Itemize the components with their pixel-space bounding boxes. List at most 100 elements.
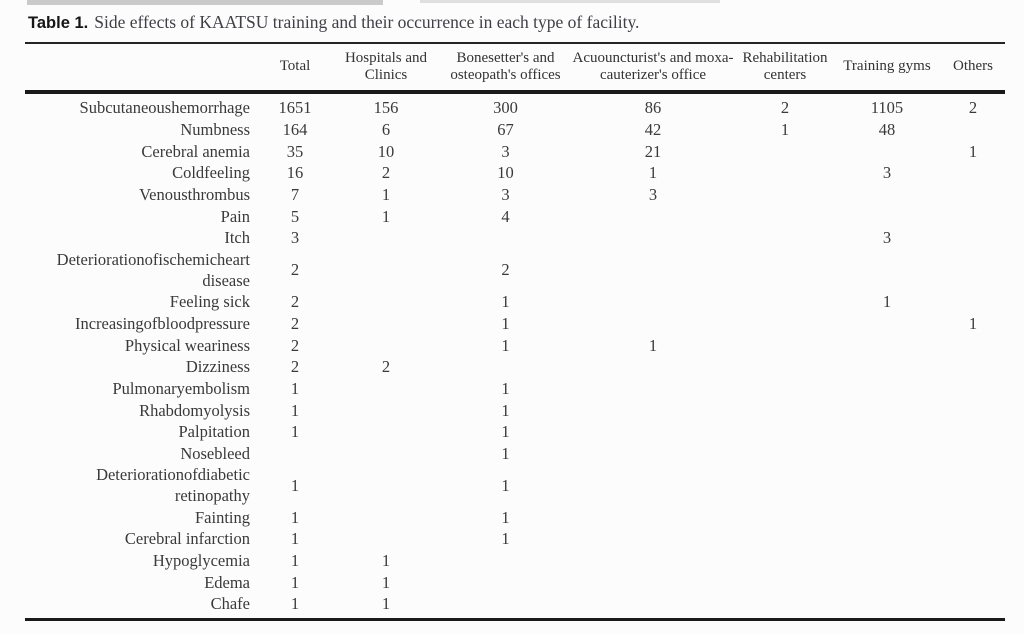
value-cell: [737, 227, 833, 249]
value-cell: [569, 399, 737, 421]
table-row: Fainting 1 1: [25, 506, 1005, 528]
value-cell: 1105: [870, 98, 904, 118]
value-cell: [941, 119, 1005, 141]
table-row: Rhabdomyolysis 1 1: [25, 399, 1005, 421]
value-cell: [941, 399, 1005, 421]
table-caption-text: Side effects of KAATSU training and thei…: [94, 12, 640, 32]
value-cell: 21: [644, 141, 662, 161]
table-row: Itch 3 3: [25, 227, 1005, 249]
value-cell: [737, 399, 833, 421]
value-cell: 2: [501, 260, 510, 280]
value-cell: [737, 356, 833, 378]
table-row: Deteriorationofischemicheart disease 2 2: [25, 249, 1005, 291]
row-label: Cerebral infarction: [124, 529, 250, 549]
value-cell: [442, 227, 569, 249]
value-cell: [941, 464, 1005, 506]
value-cell: 35: [286, 141, 304, 161]
row-label: Edema: [204, 572, 250, 592]
value-cell: 1: [648, 163, 658, 183]
value-cell: 2: [381, 163, 391, 183]
value-cell: 2: [780, 98, 790, 118]
value-cell: 1: [501, 378, 510, 398]
table-row: Nosebleed 1: [25, 443, 1005, 465]
value-cell: [737, 464, 833, 506]
value-cell: [941, 593, 1005, 621]
value-cell: 1: [381, 572, 391, 592]
value-cell: [330, 249, 442, 291]
value-cell: 1: [381, 185, 391, 205]
value-cell: [833, 464, 941, 506]
value-cell: [569, 313, 737, 335]
value-cell: [833, 184, 941, 206]
value-cell: [569, 593, 737, 621]
header-cell-empty: [25, 42, 260, 94]
value-cell: 1: [882, 292, 892, 312]
value-cell: 86: [644, 98, 662, 118]
header-cell-training-gyms: Training gyms: [833, 42, 941, 94]
value-cell: 3: [501, 141, 510, 161]
table-row: Increasingofbloodpressure 2 1 1: [25, 313, 1005, 335]
value-cell: 1: [501, 529, 510, 549]
value-cell: 1: [648, 335, 658, 355]
value-cell: [941, 378, 1005, 400]
table-row: Cerebral anemia 35 10 3 21 1: [25, 140, 1005, 162]
value-cell: [330, 313, 442, 335]
header-cell-total: Total: [260, 42, 330, 94]
value-cell: [833, 249, 941, 291]
value-cell: [737, 378, 833, 400]
header-cell-others: Others: [941, 42, 1005, 94]
value-cell: [330, 506, 442, 528]
row-label: Palpitation: [178, 422, 251, 442]
value-cell: 1: [260, 593, 330, 621]
value-cell: 3: [290, 228, 300, 248]
value-cell: [737, 313, 833, 335]
table-row: Dizziness 2 2: [25, 356, 1005, 378]
value-cell: [569, 378, 737, 400]
value-cell: 1: [780, 120, 790, 140]
value-cell: [330, 399, 442, 421]
side-effects-table: Total Hospitals and Clinics Bonesetter's…: [25, 42, 1005, 621]
value-cell: [737, 249, 833, 291]
value-cell: [941, 571, 1005, 593]
table-row: Coldfeeling 16 2 10 1 3: [25, 162, 1005, 184]
value-cell: 1: [290, 475, 300, 495]
value-cell: [442, 593, 569, 621]
header-cell-rehabilitation: Rehabilitation centers: [737, 42, 833, 94]
value-cell: 300: [493, 98, 518, 118]
value-cell: [330, 443, 442, 465]
value-cell: 1: [501, 313, 510, 333]
row-label: Deteriorationofdiabetic retinopathy: [96, 465, 250, 506]
value-cell: [941, 528, 1005, 550]
row-label: Increasingofbloodpressure: [74, 313, 250, 333]
value-cell: 1: [501, 475, 510, 495]
value-cell: [737, 291, 833, 313]
value-cell: 1: [330, 593, 442, 621]
value-cell: 10: [497, 163, 514, 183]
value-cell: [569, 571, 737, 593]
value-cell: [330, 227, 442, 249]
row-label: Dizziness: [185, 357, 250, 377]
row-label: Coldfeeling: [172, 163, 250, 183]
value-cell: 1: [968, 141, 978, 161]
value-cell: 1: [381, 206, 391, 226]
value-cell: 1: [290, 378, 300, 398]
row-label: Subcutaneoushemorrhage: [79, 98, 250, 118]
scan-artifact: [27, 0, 383, 5]
value-cell: [833, 399, 941, 421]
value-cell: 1: [290, 572, 300, 592]
value-cell: 1651: [278, 98, 312, 118]
value-cell: 1: [290, 507, 300, 527]
table-row: Pain 5 1 4: [25, 205, 1005, 227]
value-cell: [569, 205, 737, 227]
value-cell: [941, 421, 1005, 443]
row-label: Physical weariness: [124, 335, 250, 355]
value-cell: [737, 184, 833, 206]
row-label: Feeling sick: [169, 292, 250, 312]
value-cell: 5: [290, 206, 300, 226]
value-cell: [833, 528, 941, 550]
value-cell: [737, 593, 833, 621]
value-cell: 1: [290, 551, 300, 571]
value-cell: [737, 506, 833, 528]
table-row: Subcutaneoushemorrhage 1651 156 300 86 2 1105 2: [25, 92, 1005, 119]
